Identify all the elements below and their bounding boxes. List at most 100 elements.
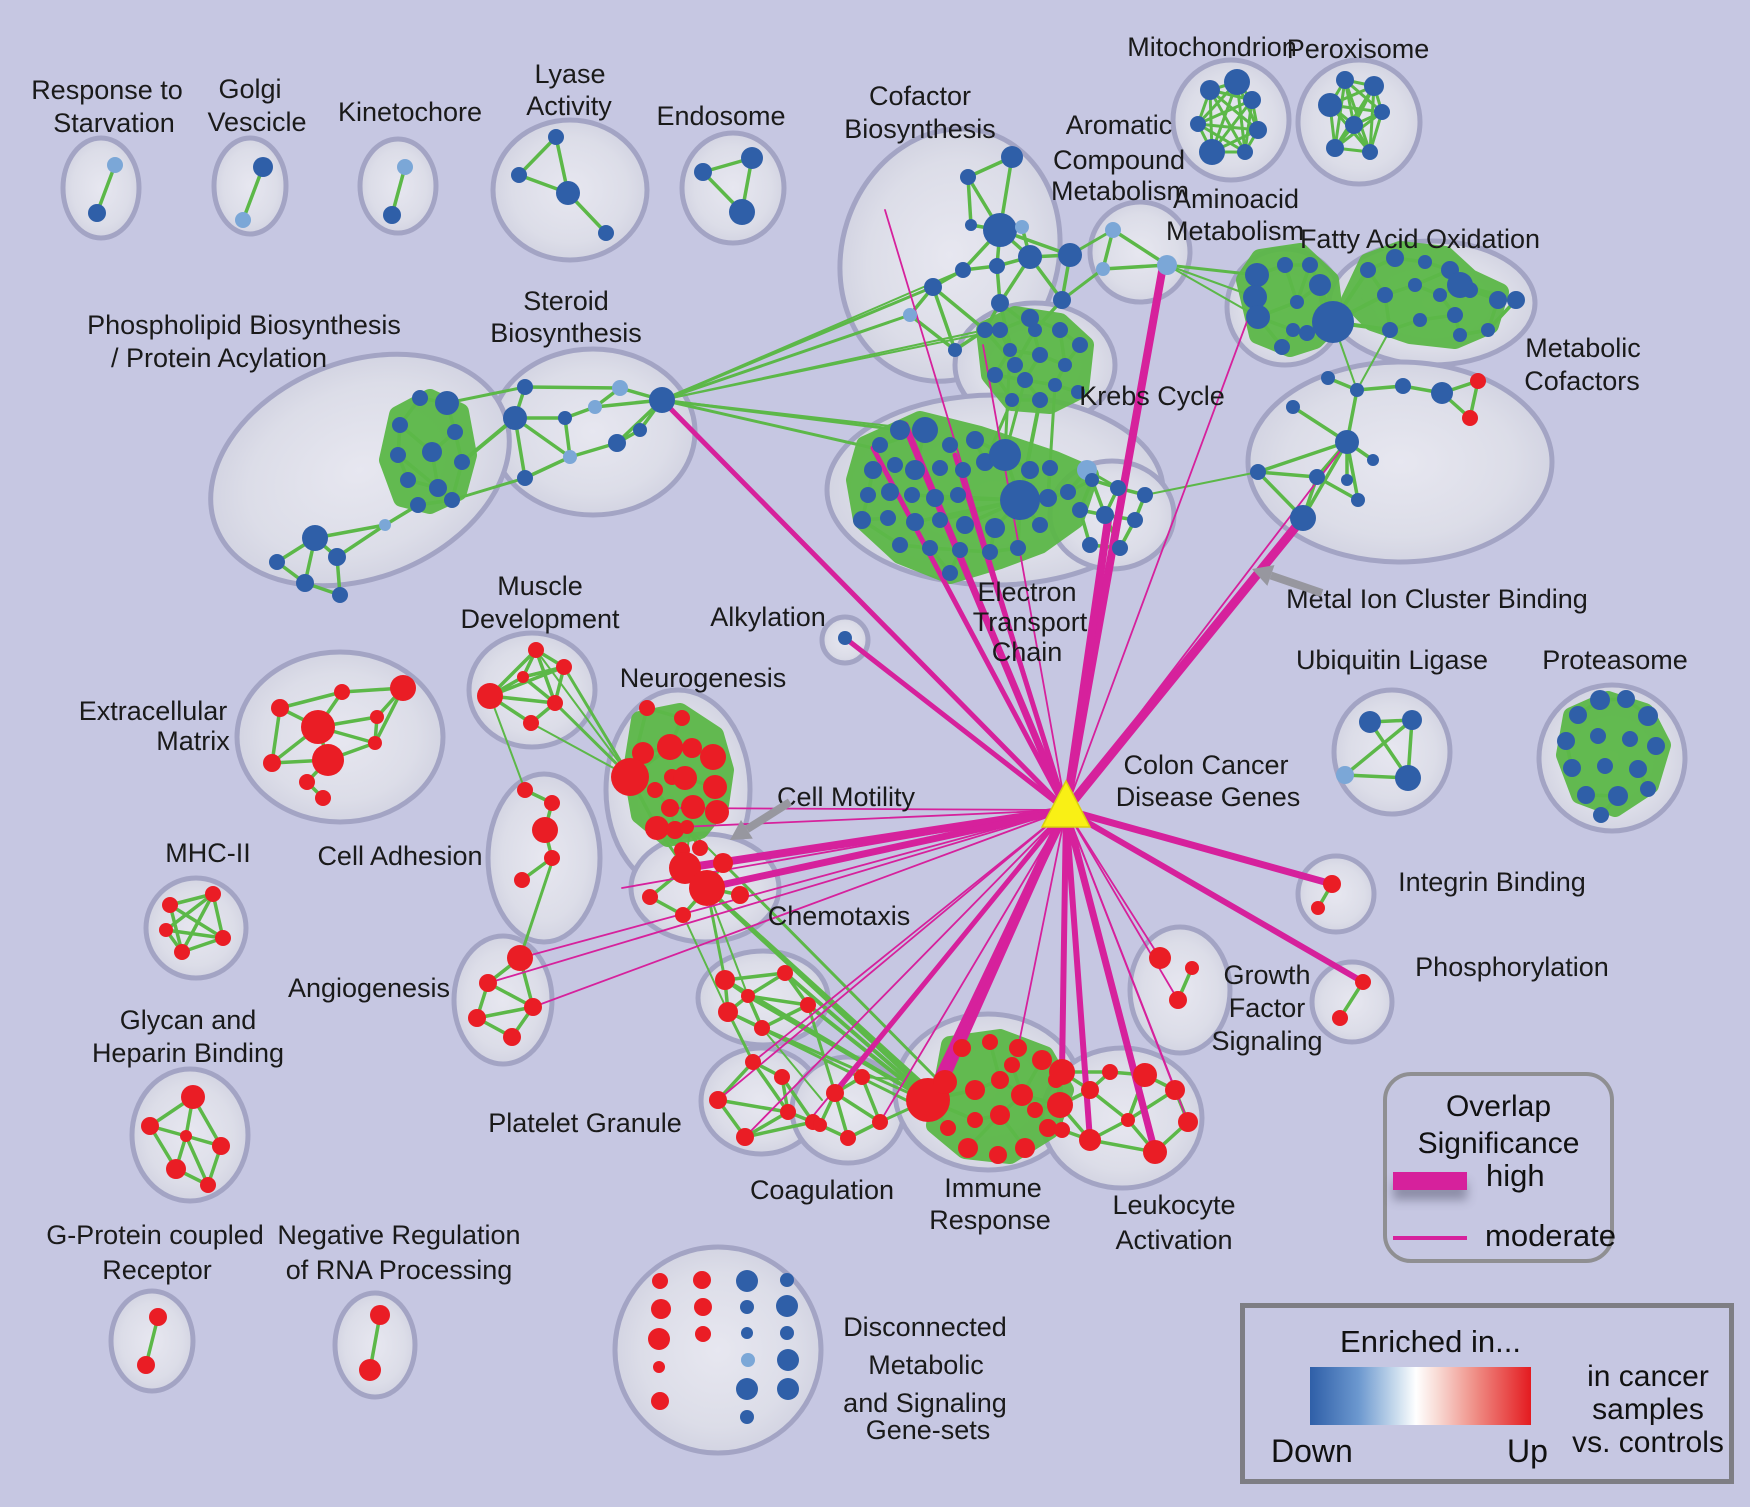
gene-set-node (1003, 343, 1017, 357)
gene-set-node (982, 1034, 998, 1050)
gene-set-node (1017, 372, 1033, 388)
gene-set-node (1367, 454, 1379, 466)
gene-set-node (700, 744, 726, 770)
cluster-label-proteasome: Proteasome (1542, 645, 1688, 675)
gene-set-node (1133, 1063, 1157, 1087)
gene-set-node (524, 998, 542, 1016)
gene-set-node (872, 437, 888, 453)
enrichment-note: in cancer samples vs. controls (1567, 1360, 1729, 1459)
gene-set-node (301, 710, 335, 744)
gene-set-node (990, 1105, 1010, 1125)
gene-set-node (1597, 758, 1613, 774)
gene-set-node (709, 1091, 727, 1109)
gene-set-node (1321, 371, 1335, 385)
cluster-label-immune-response: Response (929, 1205, 1051, 1235)
gene-set-node (666, 821, 684, 839)
legend-enriched-in: Enriched in... Down Up in cancer samples… (1240, 1303, 1734, 1484)
gene-set-node (1274, 339, 1290, 355)
cluster-label-muscle-development: Muscle (497, 571, 583, 601)
gene-set-node (754, 1020, 770, 1036)
gene-set-node (477, 683, 503, 709)
gene-set-node (517, 379, 533, 395)
gene-set-node (1127, 512, 1143, 528)
gene-set-node (1470, 373, 1486, 389)
cluster-ellipse-integrin-binding (1295, 853, 1377, 935)
gene-set-node (965, 1080, 985, 1100)
overlap-edges (487, 209, 1366, 1156)
cluster-ellipse-response-to-starvation (60, 135, 142, 241)
gene-set-node (776, 1295, 798, 1317)
gene-set-node (953, 1039, 971, 1057)
gene-set-node (1647, 737, 1665, 755)
gene-set-node (1359, 711, 1381, 733)
gene-set-node (674, 710, 690, 726)
gene-set-node (718, 1002, 738, 1022)
gene-set-node (1071, 385, 1085, 399)
gene-set-node (942, 565, 958, 581)
gene-set-node (517, 671, 529, 683)
gene-set-node (1243, 91, 1261, 109)
gene-set-node (1336, 766, 1354, 784)
gene-set-node (1350, 383, 1364, 397)
gene-set-node (149, 1308, 167, 1326)
gene-set-node (777, 1378, 799, 1400)
cluster-ellipse-steroid-biosynthesis (488, 346, 698, 518)
gene-set-node (740, 1410, 754, 1424)
gene-set-node (383, 206, 401, 224)
cluster-label-aromatic-compound-metabolism: Metabolism (1051, 176, 1189, 206)
gene-set-node (1042, 460, 1058, 476)
gene-set-node (651, 1299, 671, 1319)
gene-set-node (1053, 291, 1071, 309)
gene-set-node (137, 1356, 155, 1374)
gene-set-node (1157, 255, 1177, 275)
gene-set-node (1243, 285, 1267, 309)
gene-set-node (932, 460, 948, 476)
gene-set-node (1021, 461, 1039, 479)
gene-set-node (1395, 765, 1421, 791)
gene-set-node (880, 510, 896, 526)
gene-set-node (694, 163, 712, 181)
gene-set-node (940, 1120, 956, 1136)
gene-set-node (215, 930, 231, 946)
gene-set-node (1590, 690, 1610, 710)
gene-set-node (682, 738, 702, 758)
gene-set-node (982, 544, 998, 560)
gene-set-node (1047, 1092, 1073, 1118)
gene-set-node (548, 129, 564, 145)
gene-set-node (1489, 291, 1507, 309)
gene-set-node (780, 1273, 794, 1287)
gene-set-node (1418, 255, 1432, 269)
gene-set-node (544, 850, 560, 866)
gene-set-node (651, 1392, 669, 1410)
cluster-label-integrin-binding: Integrin Binding (1398, 867, 1586, 897)
cluster-label-cofactor-biosynthesis: Biosynthesis (844, 114, 996, 144)
gene-set-node (162, 897, 178, 913)
gene-set-node (736, 1128, 754, 1146)
cluster-label-immune-response: Immune (944, 1173, 1042, 1203)
gene-set-node (1058, 358, 1072, 372)
gene-set-node (985, 518, 1005, 538)
enrichment-note-line1: in cancer (1587, 1360, 1709, 1393)
gene-set-node (479, 974, 497, 992)
gene-set-node (1286, 323, 1300, 337)
gene-set-node (1058, 243, 1082, 267)
cluster-label-glycan-heparin-binding: Glycan and (120, 1005, 257, 1035)
gene-set-node (315, 790, 331, 806)
gene-set-node (1054, 1122, 1070, 1138)
cluster-label-aminoacid-metabolism: Aminoacid (1173, 184, 1299, 214)
gene-set-node (715, 970, 735, 990)
gene-set-node (200, 1177, 216, 1193)
hub-label: Colon Cancer (1123, 750, 1288, 780)
enrichment-gradient-bar (1310, 1367, 1531, 1425)
cluster-label-negative-regulation-rna-processing: of RNA Processing (286, 1255, 513, 1285)
gene-set-node (740, 1300, 754, 1314)
gene-set-node (368, 736, 382, 750)
gene-set-node (1007, 357, 1023, 373)
gene-set-node (1290, 505, 1316, 531)
gene-set-node (989, 258, 1005, 274)
gene-set-node (410, 497, 426, 513)
gene-set-node (1507, 291, 1525, 309)
gene-set-node (1318, 93, 1342, 117)
gene-set-node (1336, 71, 1354, 89)
gene-set-node (1249, 121, 1267, 139)
